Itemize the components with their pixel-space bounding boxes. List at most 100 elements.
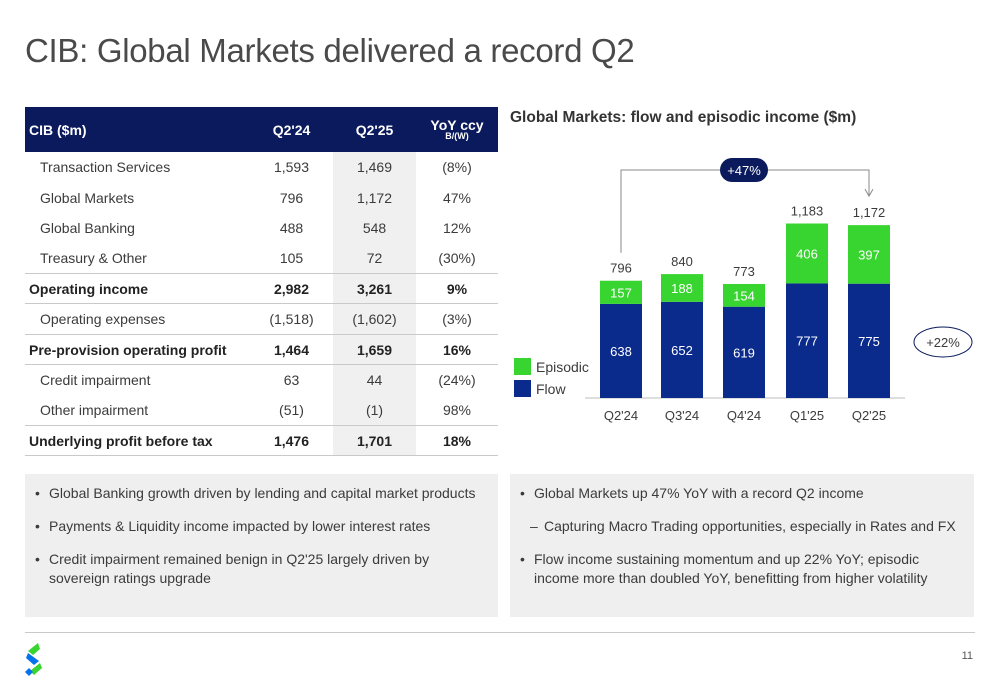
row-q224: 1,464	[250, 333, 333, 365]
row-q224: 488	[279, 219, 304, 236]
legend-episodic-label: Episodic	[536, 359, 589, 375]
row-yoy: 9%	[416, 273, 498, 304]
episodic-data-label: 188	[671, 281, 693, 296]
episodic-bar	[600, 280, 642, 304]
row-q224: 2,982	[250, 273, 333, 304]
x-tick-label: Q4'24	[727, 408, 761, 423]
row-q225: 3,261	[333, 273, 416, 304]
yoy-bracket	[620, 169, 870, 253]
row-q224: (51)	[279, 402, 304, 419]
flow-data-label: 777	[796, 334, 818, 349]
total-data-label: 773	[733, 264, 755, 279]
total-data-label: 1,172	[853, 205, 886, 220]
table-body: Transaction Services 1,593 1,469 (8%) Global…	[25, 152, 498, 457]
yoy-arrowhead	[864, 188, 874, 198]
left-bullet: Credit impairment remained benign in Q2'…	[35, 550, 488, 588]
right-bullet: Global Markets up 47% YoY with a record …	[520, 484, 964, 503]
row-yoy: (3%)	[416, 303, 498, 335]
gm-income-chart: 638 157 796 Q2'24 652 188 840 Q3'24 619 154 773 Q4'…	[514, 158, 973, 423]
row-yoy: (8%)	[442, 159, 472, 176]
table-row: Treasury & Other 105 72 (30%)	[25, 243, 498, 274]
row-label: Treasury & Other	[40, 250, 147, 267]
yoy-badge-label: +47%	[727, 163, 761, 178]
header-yoy: YoY ccy B/(W)	[416, 107, 498, 152]
flow-bar	[600, 303, 642, 398]
episodic-bar	[848, 225, 890, 284]
header-yoy-sub: B/(W)	[445, 131, 469, 141]
header-q225: Q2'25	[333, 107, 416, 152]
x-tick-label: Q1'25	[790, 408, 824, 423]
legend-flow-label: Flow	[536, 381, 566, 397]
total-data-label: 1,183	[791, 204, 824, 219]
row-q225: 72	[333, 243, 416, 274]
row-q224: 1,476	[250, 425, 333, 457]
left-commentary-panel: Global Banking growth driven by lending …	[25, 474, 498, 617]
table-row: Pre-provision operating profit 1,464 1,659…	[25, 333, 498, 365]
table-row: Global Banking 488 548 12%	[25, 212, 498, 244]
total-data-label: 840	[671, 254, 693, 269]
header-q224: Q2'24	[250, 107, 333, 152]
flow-growth-label: +22%	[926, 335, 960, 350]
row-yoy: 16%	[416, 333, 498, 365]
legend-flow-swatch	[514, 380, 531, 397]
flow-bar	[848, 283, 890, 398]
row-q224: 796	[279, 189, 304, 206]
row-yoy: (24%)	[416, 364, 498, 396]
left-bullet: Global Banking growth driven by lending …	[35, 484, 488, 503]
episodic-data-label: 157	[610, 285, 632, 300]
row-label: Operating income	[25, 273, 250, 304]
row-label: Other impairment	[40, 402, 149, 419]
page-title: CIB: Global Markets delivered a record Q…	[25, 32, 635, 69]
table-row: Other impairment (51) (1) 98%	[25, 395, 498, 426]
row-label: Global Markets	[40, 189, 135, 206]
x-tick-label: Q3'24	[665, 408, 699, 423]
row-q224: 105	[279, 250, 304, 267]
right-commentary-panel: Global Markets up 47% YoY with a record …	[510, 474, 974, 617]
flow-data-label: 619	[733, 345, 755, 360]
flow-data-label: 638	[610, 344, 632, 359]
x-tick-label: Q2'24	[604, 408, 638, 423]
chart-title: Global Markets: flow and episodic income…	[510, 109, 857, 126]
yoy-badge	[720, 158, 768, 182]
flow-bar	[723, 306, 765, 398]
row-q224: 1,593	[273, 159, 310, 176]
row-label: Credit impairment	[25, 364, 250, 396]
row-q225: 44	[333, 364, 416, 396]
page-number: 11	[961, 650, 973, 662]
table-row: Underlying profit before tax 1,476 1,701 18…	[25, 425, 498, 457]
row-q224: 63	[250, 364, 333, 396]
episodic-bar	[786, 223, 828, 284]
episodic-data-label: 406	[796, 246, 818, 261]
row-q225: (1,602)	[333, 303, 416, 335]
row-q225: 1,469	[333, 152, 416, 183]
row-yoy: 98%	[442, 402, 472, 419]
table-row: Transaction Services 1,593 1,469 (8%)	[25, 152, 498, 183]
header-yoy-label: YoY ccy	[430, 117, 484, 133]
header-cib: CIB ($m)	[25, 107, 250, 152]
row-q225: 1,701	[333, 425, 416, 457]
flow-bar	[786, 283, 828, 398]
row-q225: 1,659	[333, 333, 416, 365]
table-row: Global Markets 796 1,172 47%	[25, 182, 498, 213]
row-q225: 548	[333, 212, 416, 244]
episodic-bar	[661, 274, 703, 302]
table-row: Operating expenses (1,518) (1,602) (3%)	[25, 303, 498, 335]
table-header-row: CIB ($m) Q2'24 Q2'25 YoY ccy B/(W)	[25, 107, 498, 152]
x-tick-label: Q2'25	[852, 408, 886, 423]
row-label: Pre-provision operating profit	[25, 333, 250, 365]
row-q224: (1,518)	[250, 303, 333, 335]
row-label: Global Banking	[40, 219, 135, 236]
row-yoy: (30%)	[438, 250, 476, 267]
flow-data-label: 652	[671, 343, 693, 358]
flow-bar	[661, 301, 703, 398]
row-label: Underlying profit before tax	[25, 425, 250, 457]
row-q225: 1,172	[333, 182, 416, 213]
right-sub-bullet: Capturing Macro Trading opportunities, e…	[520, 517, 964, 536]
total-data-label: 796	[610, 261, 632, 276]
table-row: Credit impairment 63 44 (24%)	[25, 364, 498, 396]
row-q225: (1)	[333, 395, 416, 426]
right-bullet: Flow income sustaining momentum and up 2…	[520, 550, 964, 588]
footer-divider	[25, 632, 975, 633]
episodic-data-label: 397	[858, 247, 880, 262]
standard-chartered-logo-icon	[25, 643, 42, 676]
